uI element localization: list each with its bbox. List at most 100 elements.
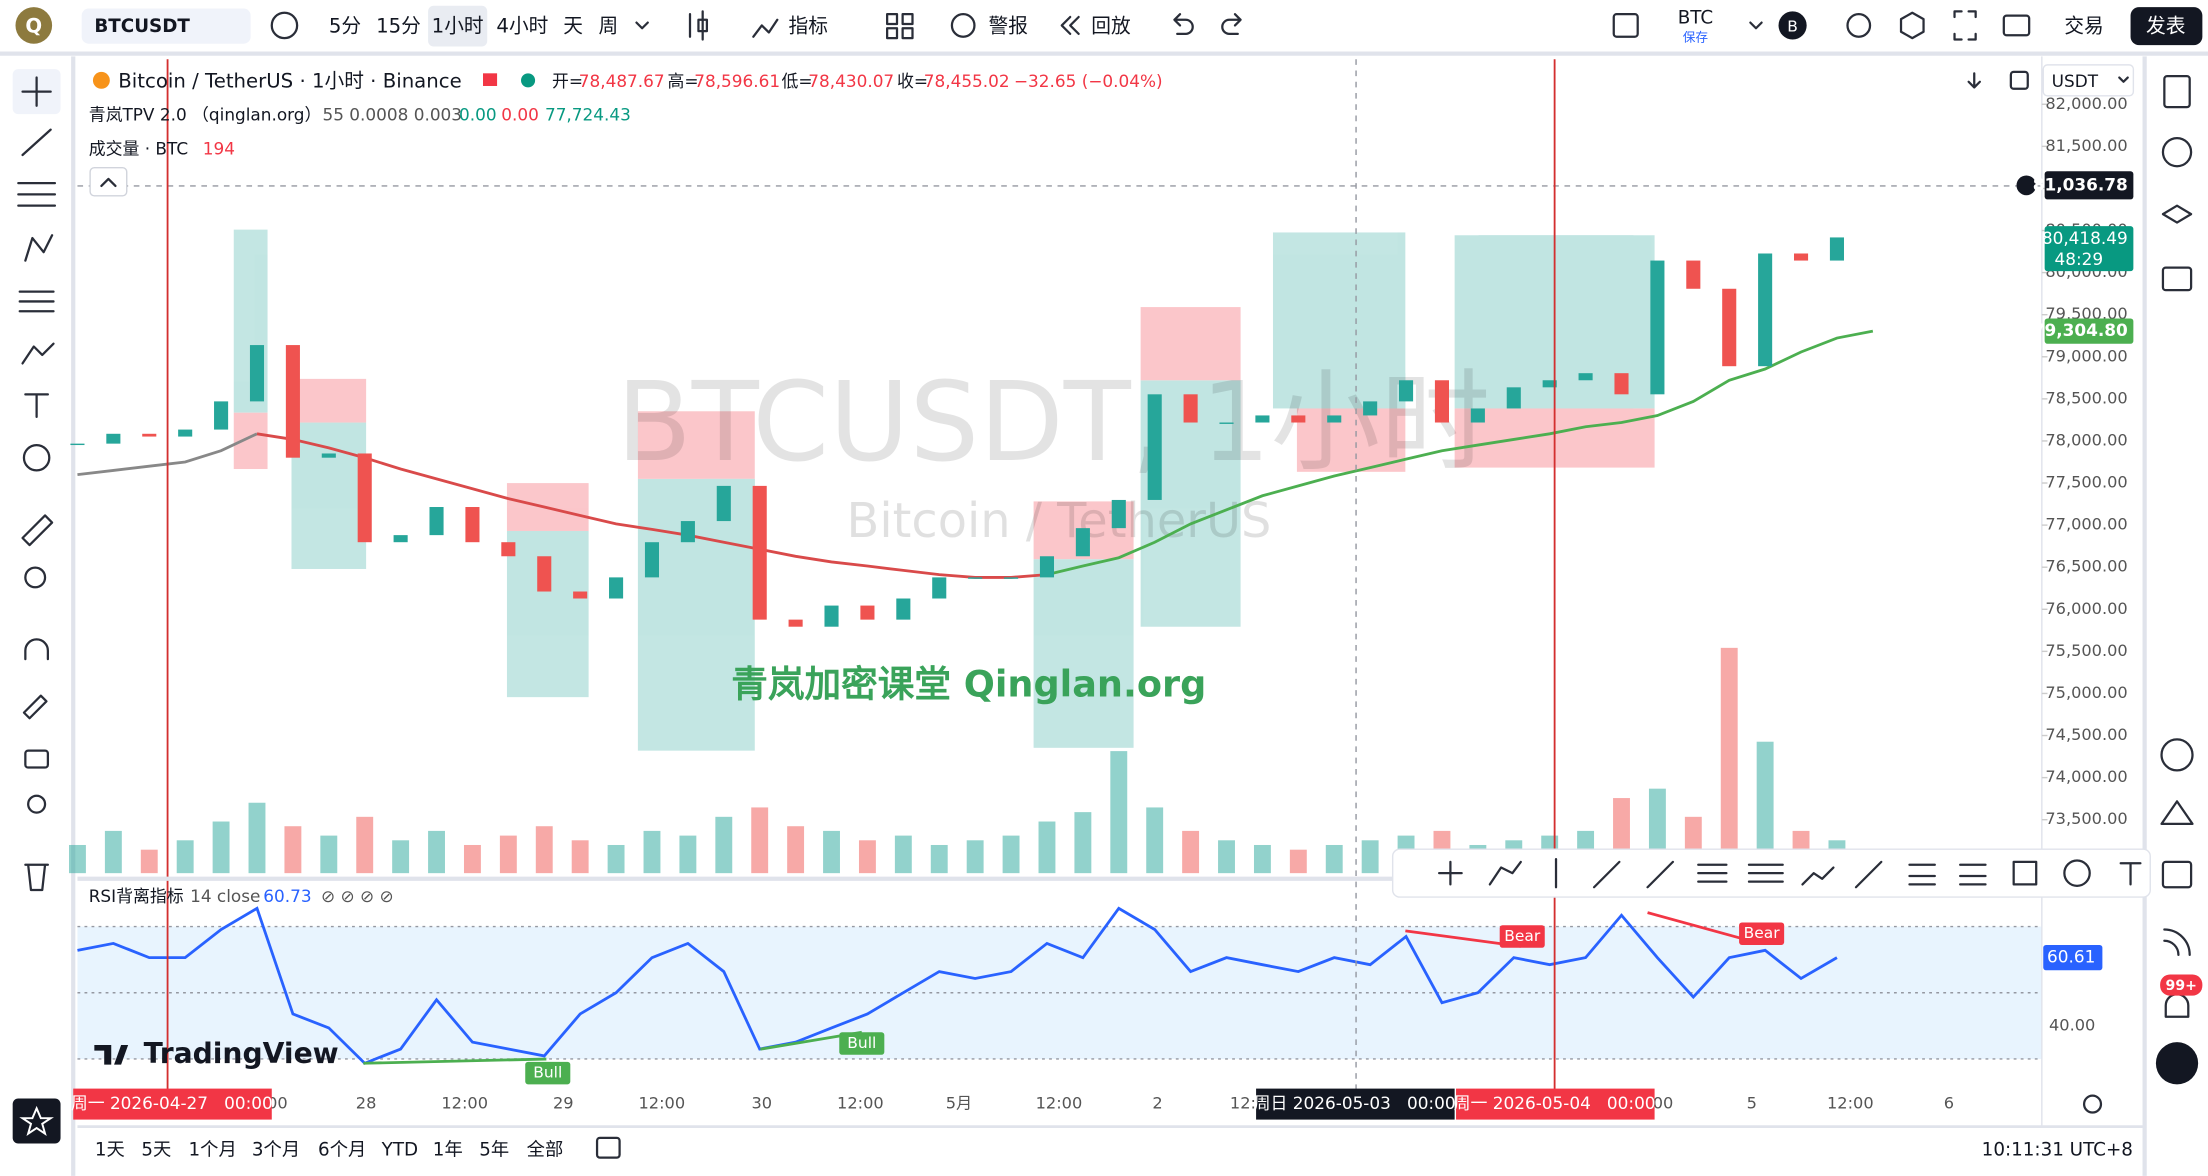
calendar[interactable] — [2161, 860, 2193, 889]
range-button[interactable]: 1年 — [433, 1140, 463, 1161]
collapse[interactable] — [100, 177, 117, 188]
layout-icon[interactable] — [1612, 13, 1639, 38]
range-button[interactable]: 1个月 — [189, 1140, 237, 1161]
line-tool[interactable] — [21, 128, 52, 157]
interval-menu[interactable] — [635, 21, 649, 30]
search-icon[interactable] — [1846, 13, 1872, 38]
trade[interactable]: 交易 — [2064, 14, 2103, 37]
indicator-name[interactable]: 青岚TPV 2.0 （qinglan.org） — [89, 105, 322, 125]
magnet[interactable] — [24, 638, 50, 661]
interval[interactable]: 15分 — [376, 14, 421, 37]
visibility[interactable] — [27, 794, 47, 814]
range-button[interactable]: 3个月 — [252, 1140, 300, 1161]
change: −32.65 (−0.04%) — [1014, 71, 1163, 91]
crosshair-tag — [1456, 1088, 1655, 1120]
pattern-tool[interactable] — [24, 234, 54, 262]
indicators[interactable]: 指标 — [789, 14, 828, 37]
chat[interactable] — [2161, 266, 2193, 292]
x-tick-label: 5月 — [946, 1094, 973, 1113]
publish-button[interactable] — [2130, 7, 2203, 46]
candle — [1219, 422, 1234, 424]
x-tick-label: 30 — [752, 1094, 773, 1113]
alert[interactable]: 警报 — [989, 14, 1028, 37]
range-button[interactable]: 5天 — [141, 1140, 171, 1161]
interval[interactable]: 4小时 — [496, 14, 548, 37]
interval[interactable]: 周 — [598, 14, 618, 37]
undo[interactable] — [1173, 13, 1194, 36]
templates[interactable] — [886, 13, 914, 40]
ruler[interactable] — [21, 514, 54, 547]
symbol-box[interactable] — [81, 8, 251, 44]
interval[interactable]: 5分 — [329, 14, 361, 37]
apps[interactable] — [2155, 1042, 2199, 1085]
candle — [573, 591, 588, 599]
layout-name[interactable]: BTC — [1678, 7, 1713, 28]
range-button[interactable]: 1天 — [95, 1140, 125, 1161]
fib-tool[interactable] — [17, 182, 57, 207]
axis-settings[interactable] — [2082, 1094, 2103, 1114]
symbol[interactable]: BTCUSDT — [94, 16, 190, 37]
add-symbol[interactable] — [270, 11, 299, 40]
watchlist[interactable] — [2163, 75, 2191, 109]
snapshot[interactable] — [2002, 14, 2031, 37]
delete[interactable] — [24, 863, 50, 892]
target[interactable] — [2160, 738, 2194, 772]
streams[interactable] — [2163, 928, 2191, 956]
y-tick-label: 74,000.00 — [2045, 767, 2127, 786]
range-button[interactable]: YTD — [381, 1140, 418, 1161]
replay[interactable]: 回放 — [1091, 14, 1131, 37]
candle — [1686, 260, 1701, 289]
candle — [1758, 253, 1773, 367]
layers[interactable] — [2161, 204, 2193, 224]
y-tick-label: 76,500.00 — [2045, 557, 2127, 576]
logo[interactable] — [15, 7, 53, 44]
rsi-tag — [2043, 944, 2103, 971]
range-button[interactable]: 全部 — [527, 1140, 564, 1161]
chart-type[interactable] — [688, 10, 709, 41]
interval[interactable]: 天 — [563, 14, 583, 37]
lock-draw[interactable] — [22, 694, 48, 720]
volume-bar — [823, 830, 840, 874]
legend: Bitcoin / TetherUS · 1小时 · Binance 开= 78… — [89, 64, 2135, 906]
volume-bar — [1038, 821, 1056, 874]
favorites[interactable] — [19, 1105, 54, 1136]
plot — [69, 237, 2042, 1065]
y-tick-label: 77,500.00 — [2045, 473, 2127, 492]
volume-bar — [1182, 830, 1200, 874]
forecast-tool[interactable] — [18, 290, 55, 313]
rsi-name[interactable]: RSI背离指标 — [89, 886, 184, 906]
alert-marker[interactable] — [2016, 175, 2037, 196]
brush-tool[interactable] — [21, 342, 55, 365]
alerts-panel[interactable] — [2161, 136, 2193, 168]
redo[interactable] — [1221, 13, 1242, 36]
range-button[interactable]: 5年 — [479, 1140, 509, 1161]
volume-name[interactable]: 成交量 · BTC — [89, 138, 188, 158]
price-tag-label: 79,304.80 — [2033, 320, 2128, 340]
left-toolbar — [12, 56, 76, 1176]
badge — [2160, 974, 2203, 996]
candle — [249, 345, 265, 402]
price-tag — [2044, 171, 2134, 200]
go-to-date[interactable] — [595, 1136, 621, 1159]
y-tick-label: 82,000.00 — [2045, 94, 2127, 113]
interval[interactable]: 1小时 — [432, 14, 484, 37]
zoom[interactable] — [24, 566, 47, 589]
fullscreen[interactable] — [1953, 10, 1977, 41]
text-tool[interactable] — [24, 393, 50, 419]
range-button[interactable]: 6个月 — [318, 1140, 366, 1161]
lock[interactable] — [24, 749, 50, 769]
x-tick-label: 12:00 — [441, 1094, 488, 1113]
ohlc-label: 收= — [897, 71, 928, 91]
avatar[interactable] — [1778, 11, 1807, 40]
layout-menu[interactable] — [1749, 21, 1763, 30]
currency[interactable]: USDT — [2052, 71, 2099, 91]
crosshair-tool[interactable] — [21, 76, 52, 107]
ideas[interactable] — [2160, 800, 2194, 825]
icon-tool[interactable] — [22, 443, 51, 472]
candle — [1183, 394, 1198, 423]
candle — [1470, 408, 1485, 423]
divergence-line — [363, 1057, 547, 1065]
rsi-params: 14 close — [190, 886, 260, 906]
settings-icon[interactable] — [1899, 11, 1925, 40]
